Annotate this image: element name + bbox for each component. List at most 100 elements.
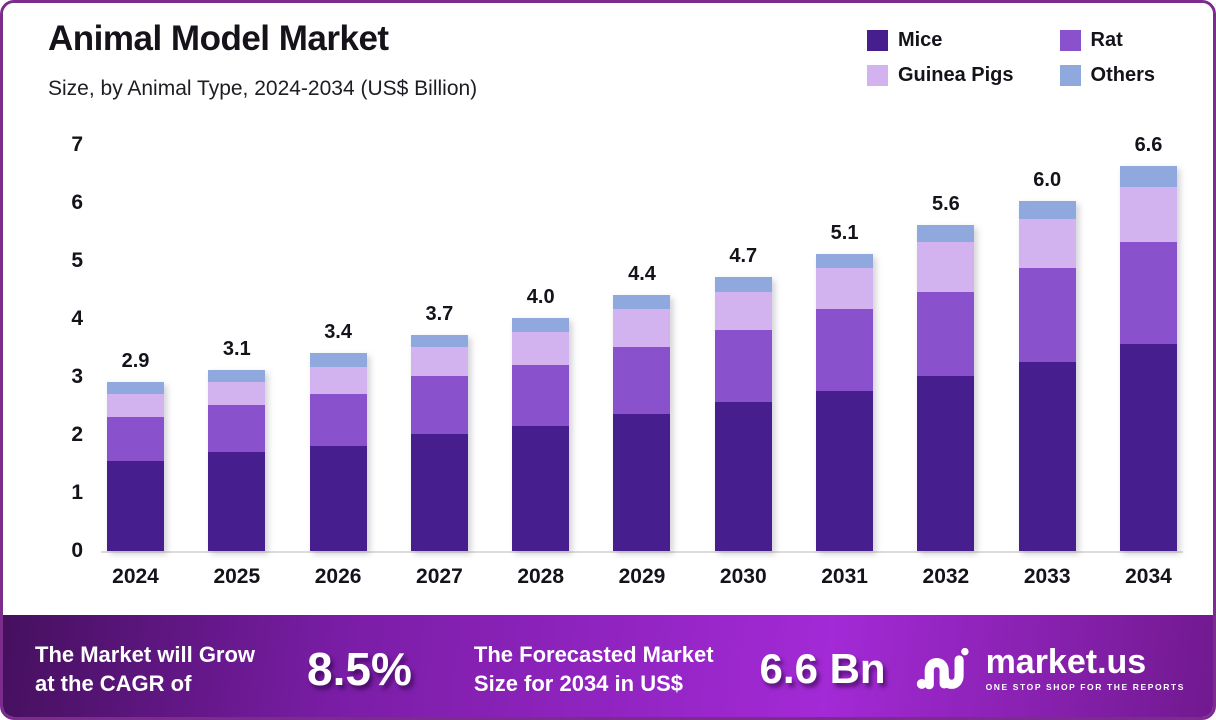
bar-stack-2032 <box>917 224 975 551</box>
legend-swatch-icon <box>1059 30 1081 51</box>
bar-group-2033: 6.0 2033 <box>1018 169 1076 588</box>
forecast-label: The Forecasted Market Size for 2034 in U… <box>474 640 714 698</box>
bar-2033-mice <box>1018 361 1076 551</box>
cagr-value: 8.5% <box>307 643 412 695</box>
bar-2032-guinea-pigs <box>917 242 975 292</box>
y-tick-3: 3 <box>71 365 83 388</box>
legend-item-others: Others <box>1059 64 1155 87</box>
brand-block: market.us ONE STOP SHOP FOR THE REPORTS <box>916 645 1185 693</box>
bar-2029-rat <box>613 347 671 414</box>
bar-2027-others <box>410 335 468 348</box>
bar-group-2027: 3.7 2027 <box>410 303 468 588</box>
bar-2032-mice <box>917 376 975 551</box>
brand-tagline: ONE STOP SHOP FOR THE REPORTS <box>985 682 1185 692</box>
page-title: Animal Model Market <box>48 19 389 58</box>
forecast-label-line1: The Forecasted Market <box>473 642 714 667</box>
legend-label: Mice <box>897 29 943 51</box>
x-tick-2032: 2032 <box>922 565 970 588</box>
cagr-label: The Market will Grow at the CAGR of <box>35 640 255 698</box>
bar-2026-others <box>309 352 367 368</box>
bar-group-2029: 4.4 2029 <box>613 263 671 588</box>
bar-group-2032: 5.6 2032 <box>917 192 975 588</box>
bar-total-label-2025: 3.1 <box>222 338 251 361</box>
bar-2024-mice <box>107 460 164 551</box>
bars-container: 2.9 2024 3.1 2025 3.4 2026 3.7 2027 4.0 2028 4.4 20… <box>101 134 1183 588</box>
y-tick-0: 0 <box>71 539 83 562</box>
bar-2028-others <box>512 317 570 333</box>
y-tick-6: 6 <box>71 191 83 214</box>
bar-2024-guinea-pigs <box>107 393 164 418</box>
bar-total-label-2034: 6.6 <box>1134 134 1163 157</box>
legend-item-guinea-pigs: Guinea Pigs <box>866 64 1014 87</box>
bar-2027-mice <box>410 434 468 551</box>
bar-2028-guinea-pigs <box>512 332 570 365</box>
legend-swatch-icon <box>866 30 888 51</box>
cagr-label-line2: at the CAGR of <box>35 671 192 696</box>
x-tick-2030: 2030 <box>719 565 767 588</box>
bar-total-label-2031: 5.1 <box>830 221 859 244</box>
bar-group-2026: 3.4 2026 <box>309 320 367 588</box>
legend-swatch-icon <box>866 65 888 86</box>
bar-stack-2024 <box>107 382 164 551</box>
bar-2030-guinea-pigs <box>714 291 772 330</box>
x-tick-2025: 2025 <box>213 565 261 588</box>
bar-2031-mice <box>816 390 874 551</box>
bar-2034-guinea-pigs <box>1119 186 1177 243</box>
cagr-label-line1: The Market will Grow <box>35 642 256 667</box>
bar-2033-others <box>1018 201 1076 219</box>
footer-banner: The Market will Grow at the CAGR of 8.5%… <box>3 615 1213 717</box>
bar-2025-guinea-pigs <box>208 382 266 406</box>
bar-2031-guinea-pigs <box>816 268 874 310</box>
bar-2031-rat <box>816 309 874 391</box>
bar-2034-rat <box>1119 242 1177 345</box>
legend-label: Guinea Pigs <box>897 64 1014 86</box>
bar-2024-rat <box>107 417 164 461</box>
marketus-logo-icon <box>916 647 969 690</box>
x-tick-2033: 2033 <box>1023 565 1071 588</box>
bar-total-label-2032: 5.6 <box>931 192 960 215</box>
bar-2029-mice <box>613 414 671 551</box>
chart-legend: Mice Rat Guinea Pigs Others <box>866 29 1155 87</box>
bar-2029-guinea-pigs <box>613 309 671 347</box>
bar-2027-guinea-pigs <box>410 347 468 377</box>
legend-label: Others <box>1090 64 1155 86</box>
bar-2029-others <box>613 294 671 310</box>
bar-total-label-2030: 4.7 <box>729 245 758 268</box>
bar-2028-mice <box>512 425 570 551</box>
bar-total-label-2026: 3.4 <box>324 320 352 343</box>
y-tick-1: 1 <box>71 481 83 504</box>
y-axis: 7 6 5 4 3 2 1 0 <box>45 132 83 564</box>
bar-group-2031: 5.1 2031 <box>816 221 874 588</box>
bar-2026-mice <box>309 446 367 551</box>
bar-stack-2028 <box>512 317 570 551</box>
x-tick-2024: 2024 <box>112 565 159 588</box>
bar-2024-others <box>107 382 164 394</box>
bar-2028-rat <box>512 364 570 426</box>
y-tick-7: 7 <box>71 133 83 156</box>
bar-stack-2031 <box>816 253 874 551</box>
bar-stack-2029 <box>613 294 671 551</box>
legend-item-mice: Mice <box>866 29 1014 52</box>
x-tick-2028: 2028 <box>517 565 565 588</box>
bar-2033-guinea-pigs <box>1018 218 1076 269</box>
brand-name: market.us <box>985 643 1147 681</box>
bar-total-label-2033: 6.0 <box>1033 169 1062 192</box>
bar-stack-2025 <box>208 370 266 551</box>
y-tick-2: 2 <box>71 423 83 446</box>
bar-2025-others <box>208 370 266 383</box>
legend-item-rat: Rat <box>1059 29 1155 52</box>
bar-2034-mice <box>1119 344 1177 551</box>
bar-2030-others <box>714 277 772 292</box>
x-tick-2031: 2031 <box>821 565 868 588</box>
bar-2026-rat <box>309 393 367 447</box>
bar-total-label-2027: 3.7 <box>425 303 454 326</box>
y-tick-5: 5 <box>71 249 83 272</box>
x-tick-2034: 2034 <box>1125 565 1172 588</box>
x-tick-2026: 2026 <box>314 565 362 588</box>
bar-group-2030: 4.7 2030 <box>714 245 772 588</box>
legend-label: Rat <box>1090 29 1123 51</box>
bar-2025-mice <box>208 451 266 551</box>
chart-section: Animal Model Market Size, by Animal Type… <box>3 3 1213 615</box>
bar-total-label-2028: 4.0 <box>526 285 555 308</box>
